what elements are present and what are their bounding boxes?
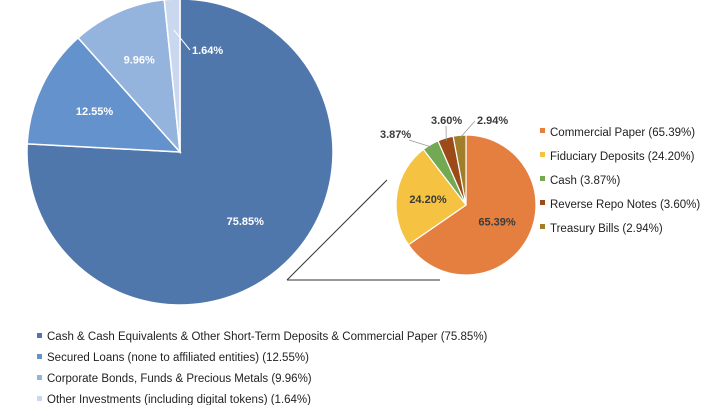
secondary-leader-line [408,139,433,148]
secondary-data-label-treasury-bills: 2.94% [477,115,508,127]
secondary-legend-swatch [540,152,545,157]
secondary-legend-swatch [540,224,545,229]
secondary-leader-line [459,120,476,139]
main-legend-swatch [37,396,42,401]
main-legend-label-corporate-bonds-funds-precious-metals: Corporate Bonds, Funds & Precious Metals… [47,373,312,385]
main-leader-line [173,29,191,51]
secondary-pie-data-labels: 65.39% 24.20% 3.87% 3.60% 2.94% [380,115,516,228]
main-pie-legend: Cash & Cash Equivalents & Other Short-Te… [37,331,488,405]
main-legend-swatch [37,354,42,359]
main-legend-label-secured-loans: Secured Loans (none to affiliated entiti… [47,352,309,364]
secondary-data-label-fiduciary-deposits: 24.20% [409,194,447,206]
secondary-legend-swatch [540,128,545,133]
secondary-legend-label-cash: Cash (3.87%) [550,175,620,187]
main-slice-corporate-bonds-funds-precious-metals [77,0,181,155]
main-legend-label-other-investments: Other Investments (including digital tok… [47,394,311,405]
secondary-slice-treasury-bills [452,134,467,206]
pie-connector-lines [286,179,440,281]
secondary-legend-label-reverse-repo-notes: Reverse Repo Notes (3.60%) [550,199,700,211]
secondary-legend-label-fiduciary-deposits: Fiduciary Deposits (24.20%) [550,151,695,163]
secondary-legend-label-treasury-bills: Treasury Bills (2.94%) [550,223,663,235]
secondary-data-label-commercial-paper: 65.39% [478,216,516,228]
main-pie [26,0,334,306]
main-pie-data-labels: 75.85% 12.55% 9.96% 1.64% [76,29,265,228]
secondary-legend-swatch [540,200,545,205]
secondary-legend-swatch [540,176,545,181]
secondary-data-label-reverse-repo-notes: 3.60% [431,115,462,127]
secondary-data-label-cash: 3.87% [380,129,411,141]
main-data-label-corporate-bonds-funds-precious-metals: 9.96% [124,55,155,67]
main-legend-swatch [37,333,42,338]
main-legend-label-cash-cash-equivalents-other-short-term-deposits-commercial-paper: Cash & Cash Equivalents & Other Short-Te… [47,331,488,343]
main-data-label-secured-loans: 12.55% [76,106,114,118]
main-legend-swatch [37,375,42,380]
main-slice-secured-loans [26,36,182,153]
connector-line-top [286,179,388,281]
secondary-pie [395,134,537,276]
secondary-pie-legend: Commercial Paper (65.39%) Fiduciary Depos… [540,127,700,235]
secondary-legend-label-commercial-paper: Commercial Paper (65.39%) [550,127,695,139]
main-data-label-other-investments: 1.64% [192,45,223,57]
secondary-slice-fiduciary-deposits [395,148,467,246]
secondary-slice-commercial-paper [407,134,537,276]
main-slice-other-investments [163,0,181,153]
main-data-label-cash-cash-equivalents-other-short-term-deposits-commercial-paper: 75.85% [227,216,265,228]
